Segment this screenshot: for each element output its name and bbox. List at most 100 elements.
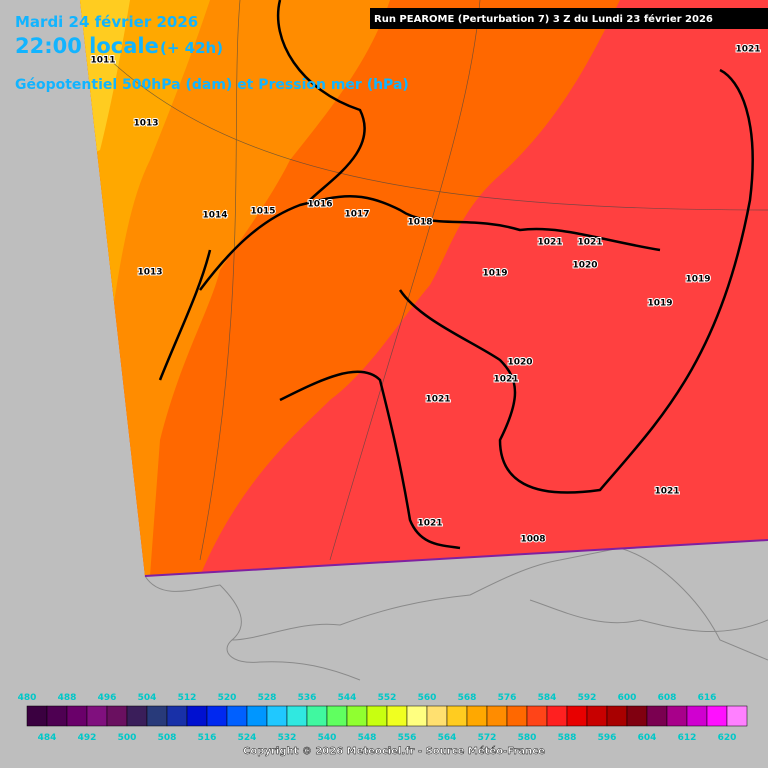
color-swatch [406,705,428,727]
color-swatch [86,705,108,727]
isobar-label: 1021 [735,45,760,55]
scale-label: 600 [618,693,637,703]
color-scale: 480 484 488 492 496 500 504 508 512 516 520 524 528 5… [18,693,748,743]
scale-label: 564 [438,733,457,743]
color-swatch [686,705,708,727]
isobar-label: 1015 [250,207,275,217]
scale-label: 532 [278,733,297,743]
isobar-label: 1021 [417,519,442,529]
color-swatch [306,705,328,727]
scale-label: 536 [298,693,317,703]
isobar-label: 1021 [425,395,450,405]
scale-label: 620 [718,733,737,743]
color-swatch [226,705,248,727]
color-swatch [46,705,68,727]
isobar-label: 1021 [577,238,602,248]
isobar-label: 1020 [507,358,532,368]
isobar-label: 1018 [407,218,432,228]
scale-label: 500 [118,733,137,743]
color-swatch [506,705,528,727]
color-swatch [466,705,488,727]
scale-label: 516 [198,733,217,743]
scale-label: 484 [38,733,57,743]
scale-label: 520 [218,693,237,703]
scale-label: 572 [478,733,497,743]
color-swatch [246,705,268,727]
scale-label: 604 [638,733,657,743]
scale-label: 612 [678,733,697,743]
isobar-label: 1013 [133,119,158,129]
color-swatch [206,705,228,727]
time: 22:00 locale [15,34,159,58]
lead-time: (+ 42h) [160,39,223,57]
color-swatch [166,705,188,727]
land-outline [144,547,768,681]
scale-label: 608 [658,693,677,703]
scale-label: 552 [378,693,397,703]
color-swatch [126,705,148,727]
scale-label: 616 [698,693,717,703]
scale-label: 528 [258,693,277,703]
isobar-label: 1021 [537,238,562,248]
isobar-label: 1021 [654,487,679,497]
isobar-label: 1017 [344,210,369,220]
isobar-label: 1011 [90,56,115,66]
scale-label: 480 [18,693,37,703]
scale-label: 584 [538,693,557,703]
field-name: Géopotentiel 500hPa (dam) et Pression me… [15,77,409,93]
isobar-label: 1008 [520,535,545,545]
color-swatch [606,705,628,727]
color-swatch [706,705,728,727]
color-swatch [486,705,508,727]
scale-label: 580 [518,733,537,743]
color-swatch [446,705,468,727]
color-swatch [106,705,128,727]
scale-label: 544 [338,693,357,703]
color-swatch [386,705,408,727]
color-swatch [566,705,588,727]
color-swatch [646,705,668,727]
run-bar [370,8,768,29]
scale-label: 576 [498,693,517,703]
run-info: Run PEAROME (Perturbation 7) 3 Z du Lund… [374,13,713,25]
date: Mardi 24 février 2026 [15,13,198,31]
scale-label: 596 [598,733,617,743]
color-swatch [726,705,748,727]
scale-label: 524 [238,733,257,743]
scale-label: 588 [558,733,577,743]
isobar-labels: 1011 1013 1014 1015 1016 1017 1018 1013 … [89,44,761,546]
scale-label: 540 [318,733,337,743]
color-swatch [366,705,388,727]
color-swatch [346,705,368,727]
scale-label: 496 [98,693,117,703]
color-swatch [666,705,688,727]
scale-label: 512 [178,693,197,703]
scale-label: 568 [458,693,477,703]
scale-label: 492 [78,733,97,743]
color-swatch [186,705,208,727]
color-swatch [286,705,308,727]
color-swatch [66,705,88,727]
color-swatch [146,705,168,727]
color-swatch [326,705,348,727]
color-swatch [586,705,608,727]
isobar-label: 1016 [307,200,332,210]
isobar-label: 1021 [493,375,518,385]
color-swatch [26,705,48,727]
color-swatch [546,705,568,727]
scale-label: 508 [158,733,177,743]
scale-label: 548 [358,733,377,743]
isobar-label: 1014 [202,211,227,221]
color-swatch [266,705,288,727]
copyright: Copyright © 2026 Meteociel.fr - Source M… [243,745,545,757]
color-swatch [426,705,448,727]
isobar-label: 1019 [482,269,507,279]
scale-label: 504 [138,693,157,703]
isobar-label: 1020 [572,261,597,271]
scale-label: 488 [58,693,77,703]
color-swatch [626,705,648,727]
isobar-label: 1019 [685,275,710,285]
scale-label: 592 [578,693,597,703]
